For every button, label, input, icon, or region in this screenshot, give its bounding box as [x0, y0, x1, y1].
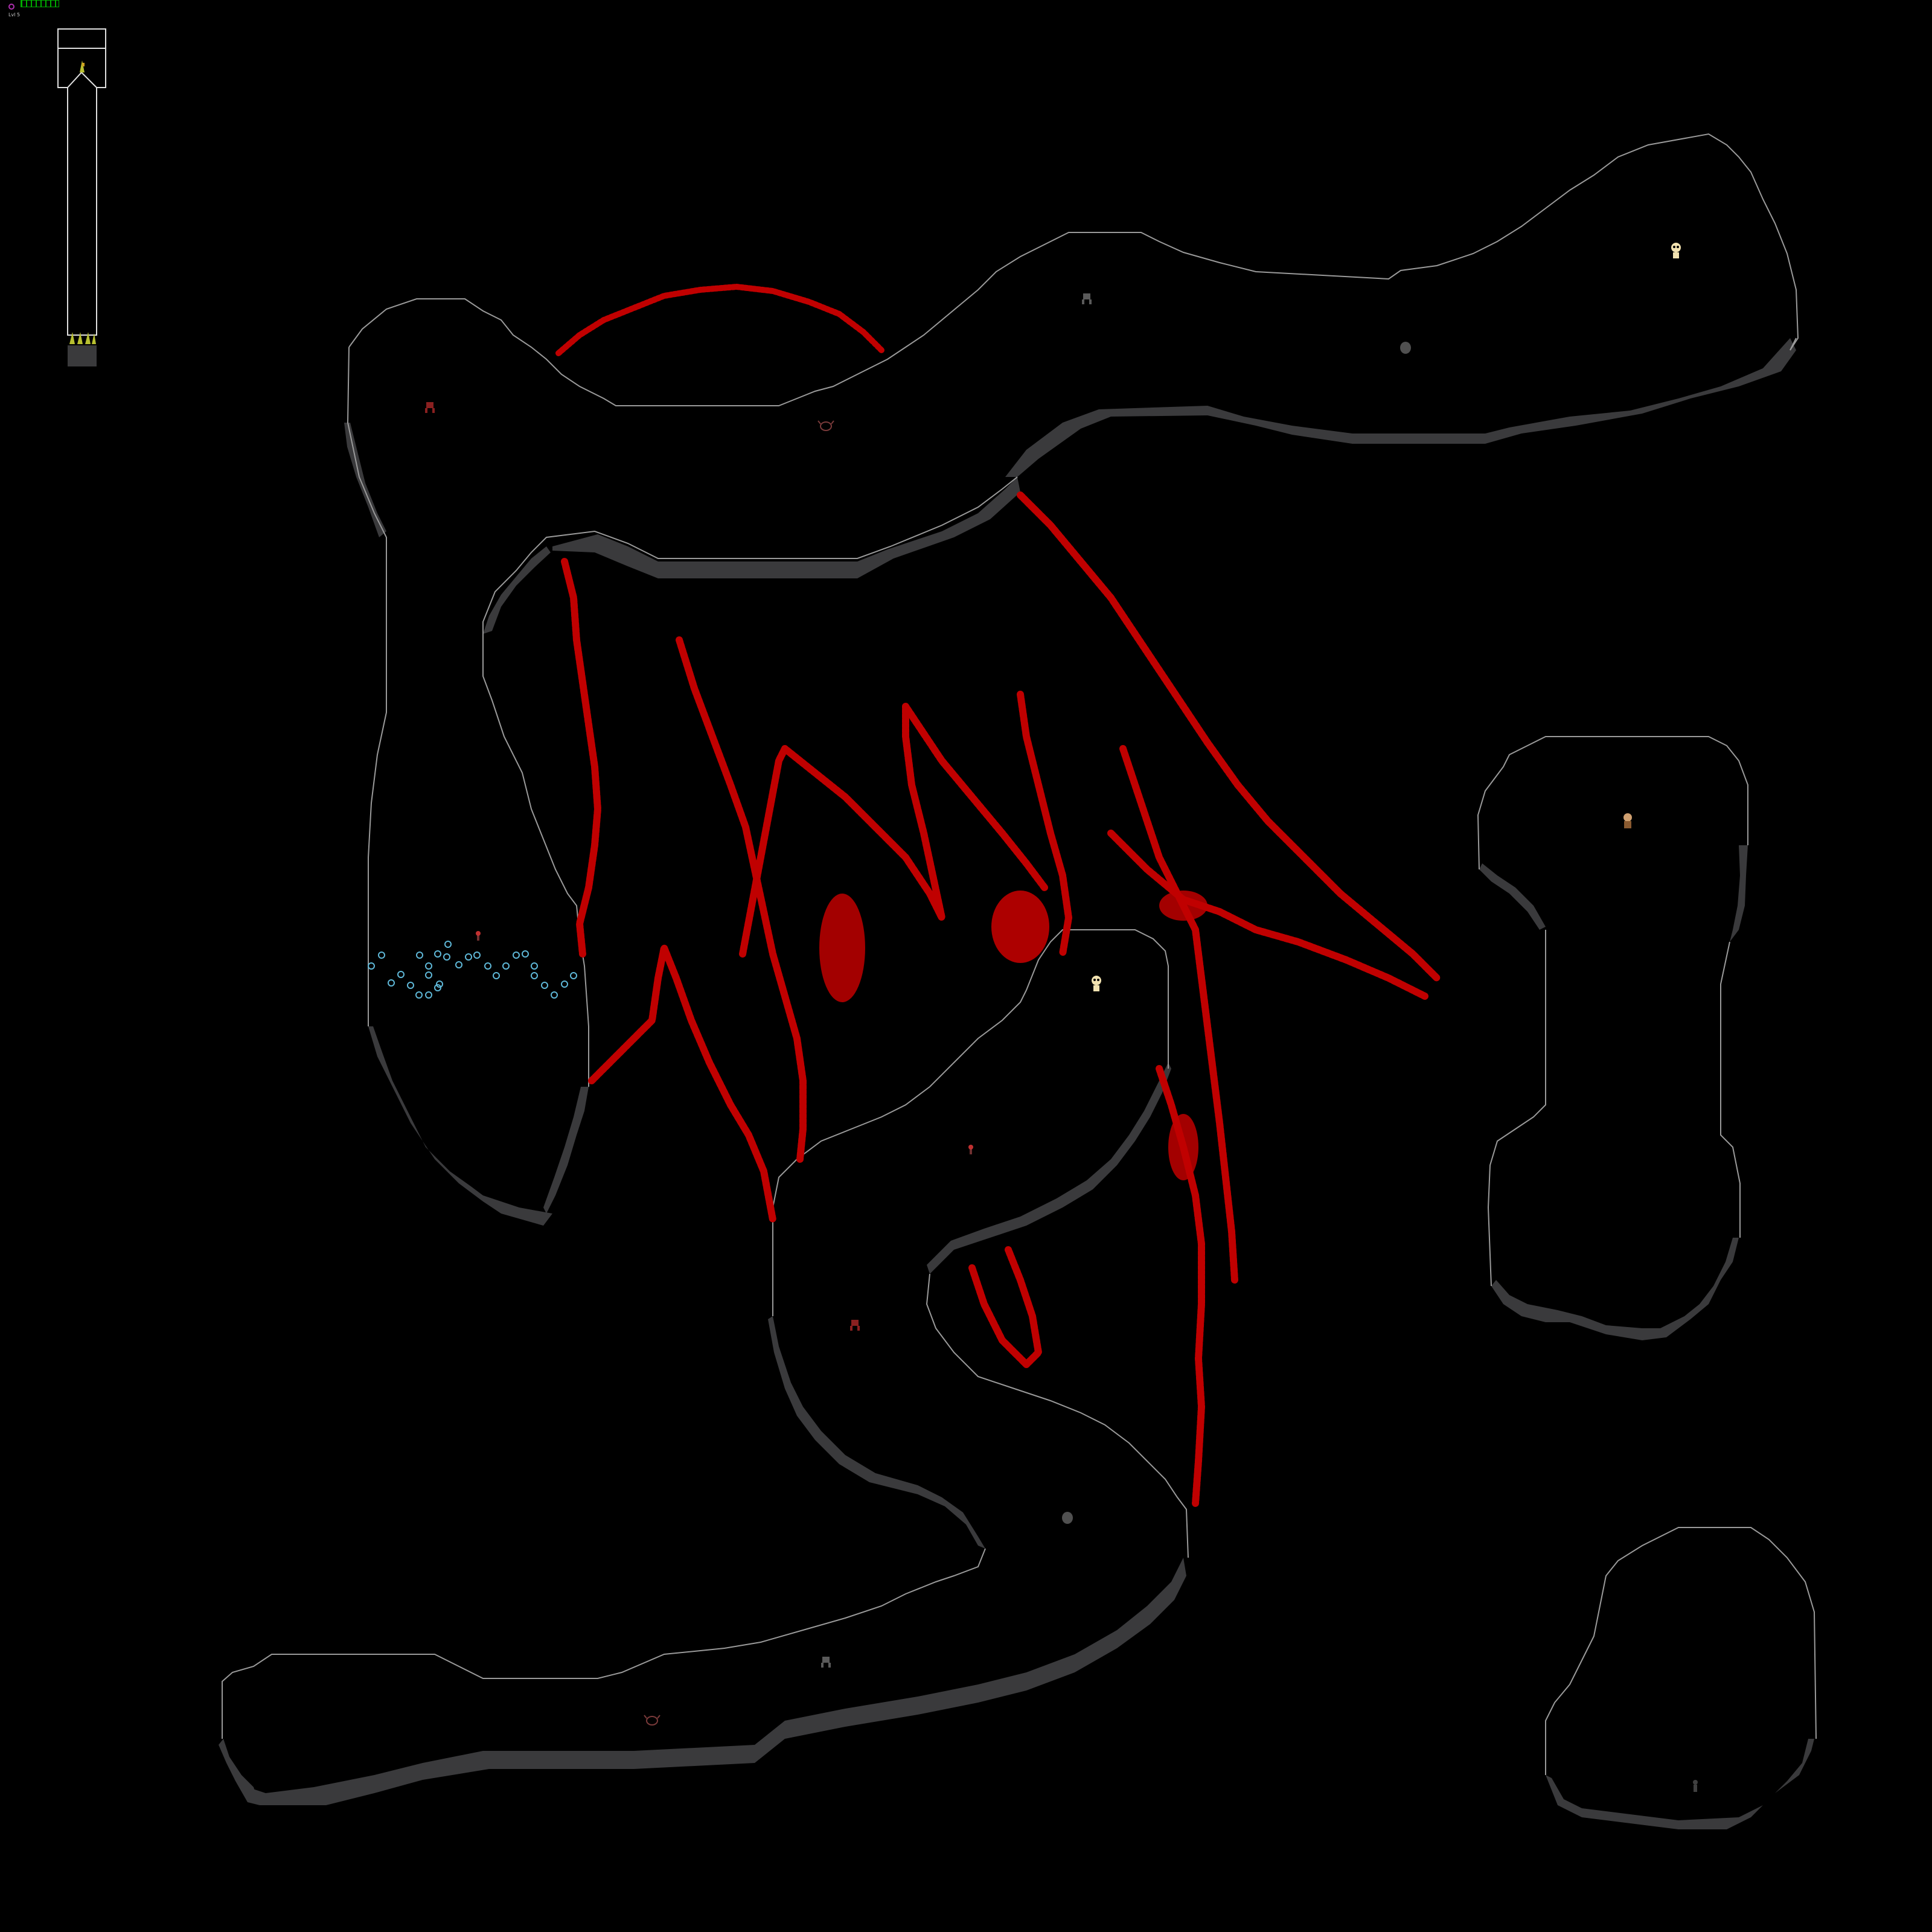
imp-sprite[interactable]	[425, 402, 435, 413]
water-puddle	[368, 941, 577, 999]
entities[interactable]	[425, 243, 1698, 1792]
imp-sprite[interactable]	[850, 1320, 860, 1331]
cave-region-inner	[482, 476, 1018, 1087]
crab-sprite[interactable]	[644, 1715, 661, 1726]
shadow-sprite[interactable]	[1693, 1780, 1698, 1792]
cave-region-east	[1477, 736, 1748, 1287]
imp-sprite[interactable]	[821, 1657, 831, 1668]
cave-region-southeast	[1545, 1527, 1817, 1775]
wall-shadows	[219, 338, 1814, 1829]
cave-region-south	[222, 1548, 986, 1739]
torch-sprite[interactable]	[476, 931, 481, 941]
hud: Lvl 5	[0, 0, 66, 21]
blood-trails	[555, 284, 1441, 1507]
cave-region-center	[772, 929, 1189, 1558]
health-bar	[21, 0, 59, 7]
cave-region-west	[347, 347, 387, 1026]
crab-sprite[interactable]	[817, 420, 834, 431]
cave-region-north-east-lobe	[1790, 337, 1797, 351]
skeleton-sprite[interactable]	[1092, 976, 1101, 991]
entry-tower	[57, 28, 106, 366]
skeleton-sprite[interactable]	[1671, 243, 1681, 258]
torch-sprite[interactable]	[968, 1145, 973, 1154]
cave-region-north	[348, 133, 1799, 406]
status-ring-icon	[8, 4, 14, 10]
level-label: Lvl 5	[8, 12, 21, 18]
boulder-sprite[interactable]	[1400, 342, 1411, 354]
dwarf-sprite[interactable]	[1623, 813, 1632, 828]
blood-pools	[819, 891, 1208, 1180]
imp-sprite[interactable]	[1082, 293, 1092, 304]
plant-icon	[69, 60, 96, 344]
boulder-sprite[interactable]	[1062, 1512, 1073, 1524]
cave-outlines	[222, 133, 1817, 1775]
